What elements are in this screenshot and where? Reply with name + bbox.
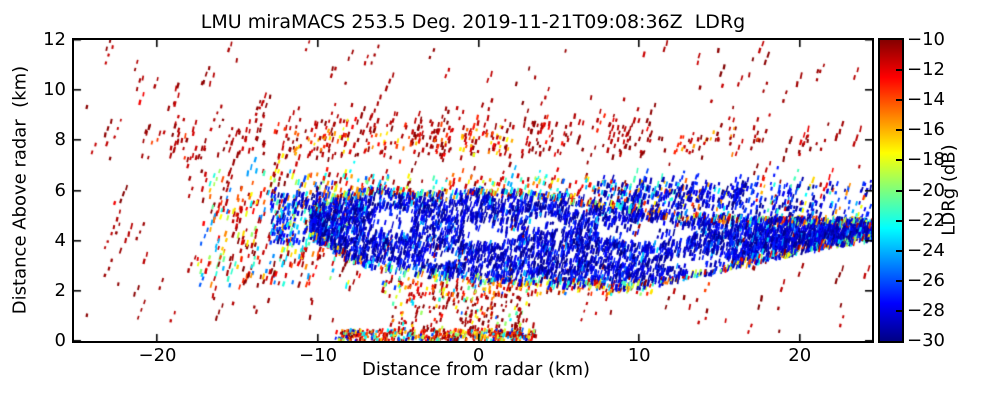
colorbar-tick-label: −20 — [907, 179, 945, 201]
y-tick-label: 10 — [43, 79, 66, 101]
colorbar-tick — [896, 69, 902, 72]
x-tick-label: 20 — [788, 345, 812, 366]
colorbar-tick — [896, 309, 902, 312]
y-tick-label: 6 — [54, 179, 66, 201]
colorbar-tick-label: −16 — [907, 119, 945, 141]
y-tick-label: 12 — [43, 29, 66, 50]
x-tick-label: −10 — [299, 345, 338, 366]
colorbar-tick — [896, 249, 902, 252]
colorbar-tick-label: −30 — [907, 330, 945, 351]
colorbar-tick — [896, 279, 902, 282]
x-tick-label: −20 — [138, 345, 177, 366]
plot-area — [72, 38, 874, 343]
y-tick-label: 8 — [54, 129, 66, 151]
colorbar-tick — [896, 219, 902, 222]
colorbar — [878, 38, 904, 343]
colorbar-tick — [896, 129, 902, 132]
colorbar-gradient — [880, 40, 902, 341]
colorbar-tick-label: −18 — [907, 149, 945, 171]
colorbar-tick-label: −12 — [907, 59, 945, 81]
colorbar-tick-label: −26 — [907, 269, 945, 291]
colorbar-tick-label: −28 — [907, 299, 945, 321]
x-tick-label: 0 — [472, 345, 485, 366]
colorbar-axis-label: LDRg (dB) — [938, 144, 960, 236]
colorbar-tick — [896, 99, 902, 102]
x-tick-label: 10 — [627, 345, 651, 366]
chart-title: LMU miraMACS 253.5 Deg. 2019-11-21T09:08… — [200, 11, 746, 33]
colorbar-tick-label: −24 — [907, 239, 945, 261]
colorbar-tick-label: −22 — [907, 209, 945, 231]
y-tick-label: 4 — [54, 229, 66, 251]
y-tick-label: 2 — [54, 279, 66, 301]
x-axis-label: Distance from radar (km) — [361, 359, 591, 380]
y-tick-label: 0 — [54, 330, 66, 351]
colorbar-tick-label: −10 — [907, 29, 945, 50]
radar-scatter-canvas — [74, 40, 872, 341]
colorbar-tick-label: −14 — [907, 89, 945, 111]
colorbar-tick — [896, 189, 902, 192]
colorbar-tick — [896, 159, 902, 162]
